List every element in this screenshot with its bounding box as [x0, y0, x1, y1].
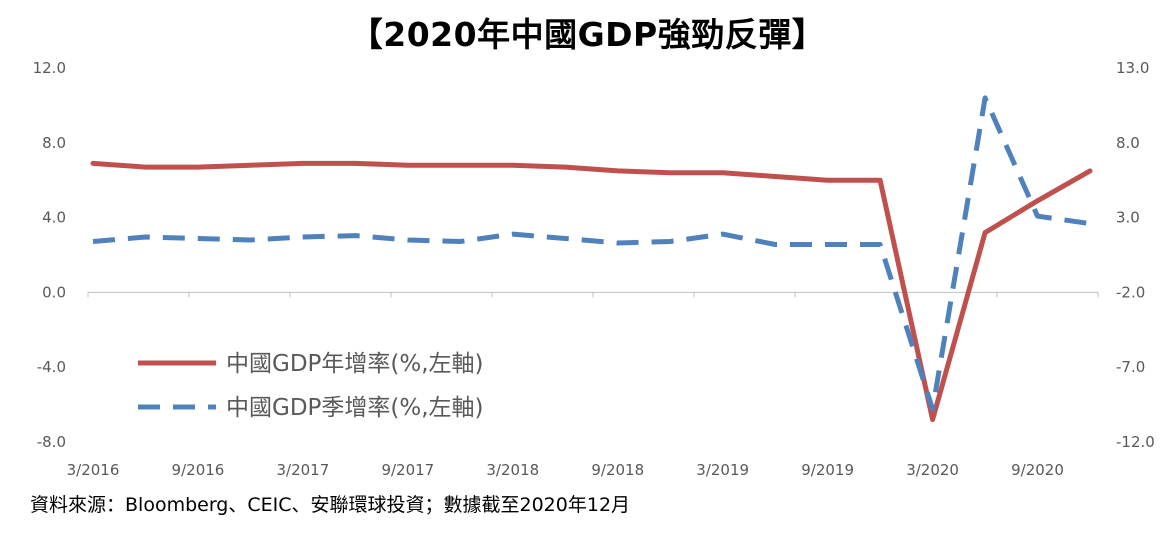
left-tick-label: 0.0 — [42, 283, 66, 301]
left-tick-label: 8.0 — [42, 134, 66, 152]
x-tick-label: 9/2017 — [381, 461, 434, 479]
legend-label: 中國GDP季增率(%,左軸) — [226, 395, 484, 421]
legend-label: 中國GDP年增率(%,左軸) — [226, 351, 484, 377]
series-line-qoq — [92, 95, 1091, 412]
x-tick-label: 3/2016 — [67, 461, 120, 479]
right-tick-label: 13.0 — [1116, 59, 1149, 77]
right-tick-label: 3.0 — [1116, 209, 1140, 227]
x-tick-label: 3/2019 — [696, 461, 749, 479]
right-tick-label: -2.0 — [1116, 283, 1145, 301]
right-axis-ticks: 13.0 8.0 3.0 -2.0 -7.0 -12.0 — [1116, 59, 1155, 451]
left-tick-label: -4.0 — [37, 358, 66, 376]
chart-title: 【2020年中國GDP強勁反彈】 — [349, 15, 826, 54]
right-tick-label: -7.0 — [1116, 358, 1145, 376]
right-tick-label: -12.0 — [1116, 433, 1155, 451]
x-tick-label: 9/2019 — [801, 461, 854, 479]
left-tick-label: 4.0 — [42, 209, 66, 227]
left-tick-label: 12.0 — [33, 59, 66, 77]
left-axis-ticks: 12.0 8.0 4.0 0.0 -4.0 -8.0 — [33, 59, 66, 451]
x-tick-label: 3/2020 — [906, 461, 959, 479]
x-tick-label: 3/2018 — [486, 461, 539, 479]
source-note: 資料來源：Bloomberg、CEIC、安聯環球投資；數據截至2020年12月 — [30, 494, 631, 516]
x-axis-ticks: 3/2016 9/2016 3/2017 9/2017 3/2018 9/2018 3/20… — [67, 292, 1099, 479]
x-tick-label: 9/2016 — [172, 461, 225, 479]
left-tick-label: -8.0 — [37, 433, 66, 451]
series-lines — [90, 95, 1093, 423]
series-line-yoy — [90, 160, 1093, 423]
right-tick-label: 8.0 — [1116, 134, 1140, 152]
legend: 中國GDP年增率(%,左軸) 中國GDP季增率(%,左軸) — [138, 351, 484, 421]
x-tick-label: 9/2018 — [591, 461, 644, 479]
x-tick-label: 3/2017 — [277, 461, 330, 479]
x-tick-label: 9/2020 — [1011, 461, 1064, 479]
